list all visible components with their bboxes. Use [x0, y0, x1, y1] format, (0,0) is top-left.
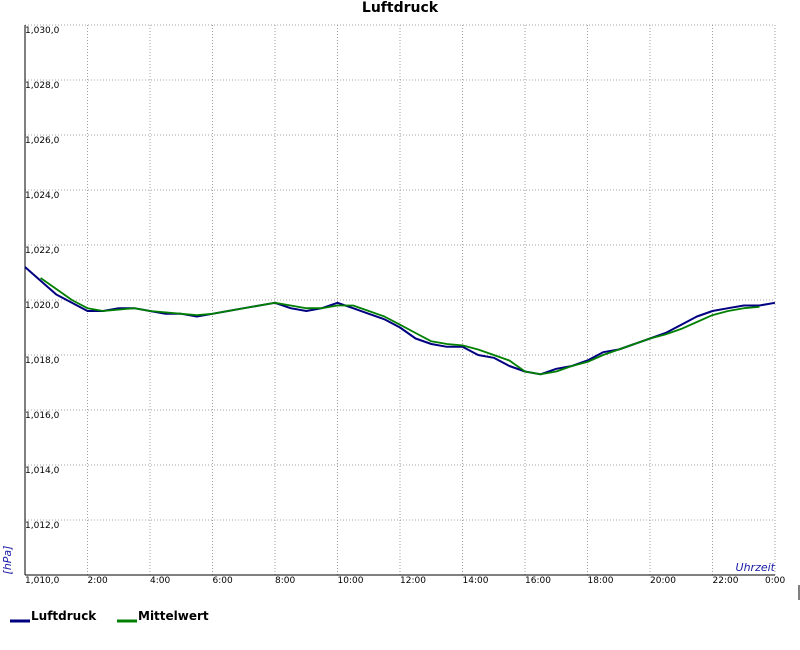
y-tick-label: 1,012,0: [25, 521, 60, 531]
series-layer: [24, 266, 776, 376]
y-tick-label: 1,018,0: [25, 356, 60, 366]
x-tick-label: 2:00: [88, 576, 108, 586]
y-tick-label: 1,026,0: [25, 136, 60, 146]
chart-title: Luftdruck: [362, 0, 439, 16]
x-tick-label: 4:00: [150, 576, 170, 586]
x-tick-label: 18:00: [588, 576, 614, 586]
series-line-mittelwert: [40, 277, 760, 376]
x-tick-label: 16:00: [525, 576, 551, 586]
x-tick-label: 20:00: [650, 576, 676, 586]
y-tick-label: 1,030,0: [25, 26, 60, 36]
y-tick-label: 1,028,0: [25, 81, 60, 91]
x-tick-label: 12:00: [400, 576, 426, 586]
y-axis-ticks: 1,010,0 1,012,0 1,014,0 1,016,0 1,018,0 1,020…: [25, 26, 60, 586]
y-tick-label: 1,014,0: [25, 466, 60, 476]
x-tick-label: 14:00: [463, 576, 489, 586]
x-tick-label: 8:00: [275, 576, 295, 586]
y-tick-label: 1,016,0: [25, 411, 60, 421]
x-tick-label: 0:00: [765, 576, 785, 586]
y-tick-label: 1,022,0: [25, 246, 60, 256]
legend-label-luftdruck: Luftdruck: [31, 609, 97, 623]
chart-grid: [25, 24, 776, 575]
y-axis-label: [hPa]: [1, 546, 14, 575]
y-tick-label: 1,024,0: [25, 191, 60, 201]
x-tick-label: 6:00: [213, 576, 233, 586]
x-axis-label: Uhrzeit: [736, 561, 776, 574]
y-tick-label: 1,010,0: [25, 576, 60, 586]
y-tick-label: 1,020,0: [25, 301, 60, 311]
x-tick-label: 10:00: [338, 576, 364, 586]
x-tick-label: 22:00: [713, 576, 739, 586]
legend: Luftdruck Mittelwert: [10, 609, 209, 623]
x-axis-ticks: 2:00 4:00 6:00 8:00 10:00 12:00 14:00 16:00 18:0…: [88, 576, 786, 586]
legend-label-mittelwert: Mittelwert: [138, 609, 209, 623]
